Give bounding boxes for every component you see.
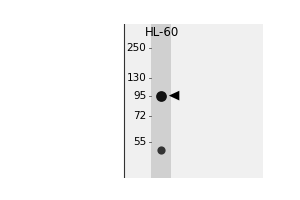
- Polygon shape: [169, 91, 179, 100]
- Text: 72: 72: [133, 111, 146, 121]
- Point: [158, 148, 163, 151]
- Text: 250: 250: [126, 43, 146, 53]
- Text: 55: 55: [133, 137, 146, 147]
- Text: 95: 95: [133, 91, 146, 101]
- Point: [158, 94, 163, 97]
- Text: 130: 130: [126, 73, 146, 83]
- Text: HL-60: HL-60: [145, 26, 179, 39]
- Bar: [151, 24, 171, 178]
- Bar: [124, 24, 263, 178]
